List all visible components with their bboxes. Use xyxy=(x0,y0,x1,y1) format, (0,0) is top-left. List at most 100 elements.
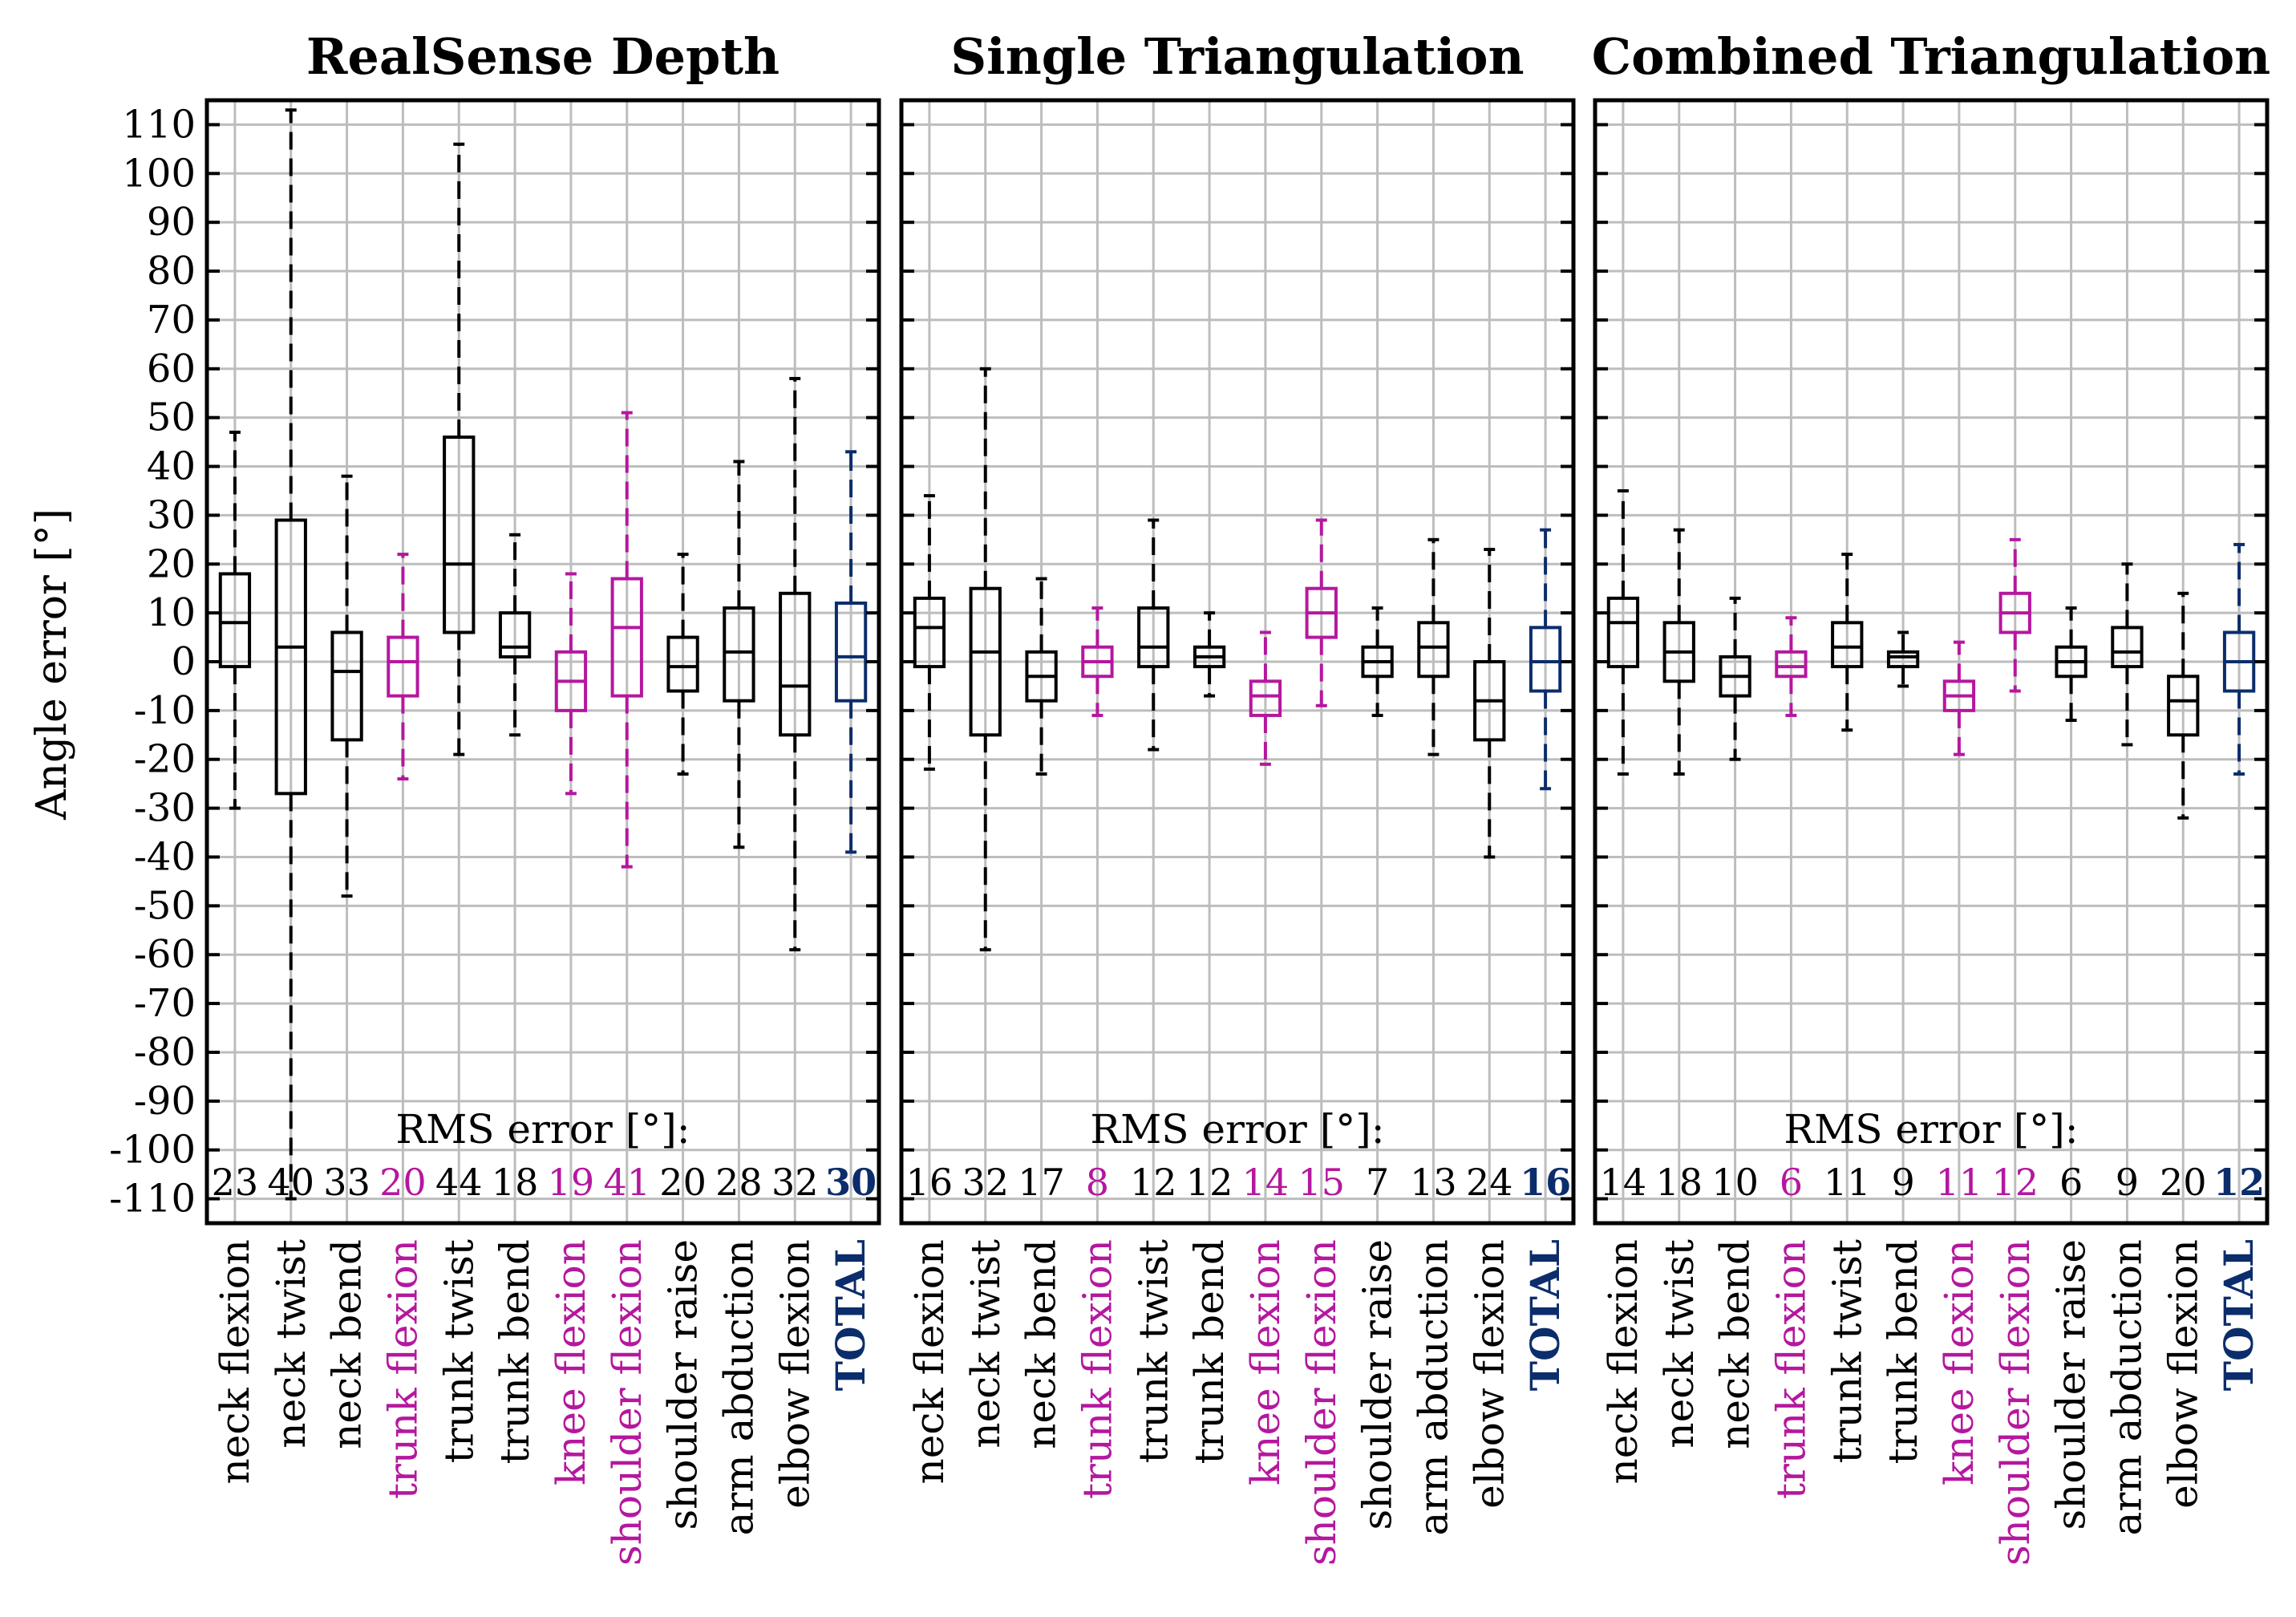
x-tick-label-neck-twist: neck twist xyxy=(962,1239,1009,1449)
iqr-box xyxy=(2167,675,2200,737)
y-ticks xyxy=(207,123,879,1201)
y-tick-label: -40 xyxy=(134,834,196,879)
x-tick-label-total: TOTAL xyxy=(1521,1239,1569,1391)
iqr-box xyxy=(274,518,307,796)
box-trunk-flexion xyxy=(1081,606,1114,717)
box-knee-flexion xyxy=(554,572,588,796)
x-tick-label-arm-abduction: arm abduction xyxy=(2104,1239,2150,1535)
rms-value-shoulder-raise: 20 xyxy=(659,1161,707,1204)
iqr-box xyxy=(834,601,868,703)
y-tick-label: -80 xyxy=(134,1030,196,1075)
x-tick-label-shoulder-raise: shoulder raise xyxy=(2048,1239,2095,1530)
x-tick-label-neck-flexion: neck flexion xyxy=(906,1239,953,1484)
iqr-box xyxy=(2111,626,2144,669)
rms-value-trunk-flexion: 8 xyxy=(1086,1161,1109,1204)
box-trunk-twist xyxy=(443,142,476,756)
panel-combined-triangulation: Combined Triangulation RMS error [°]: 14 18… xyxy=(1592,27,2271,1566)
y-tick-label: 0 xyxy=(171,639,196,684)
y-tick-label: -110 xyxy=(109,1177,196,1222)
box-shoulder-flexion xyxy=(610,411,643,869)
rms-value-shoulder-raise: 6 xyxy=(2059,1161,2083,1204)
box-arm-abduction xyxy=(723,460,755,849)
box-total xyxy=(1529,528,1562,791)
iqr-box xyxy=(779,591,812,737)
rms-value-arm-abduction: 28 xyxy=(715,1161,763,1204)
x-tick-label-trunk-flexion: trunk flexion xyxy=(1768,1239,1814,1499)
y-tick-label: 30 xyxy=(147,492,196,537)
rms-value-neck-twist: 40 xyxy=(267,1161,314,1204)
panel-title: Single Triangulation xyxy=(950,27,1524,86)
iqr-box xyxy=(1775,650,1808,679)
rms-value-total: 16 xyxy=(1520,1161,1571,1204)
rms-value-neck-flexion: 16 xyxy=(906,1161,954,1204)
box-trunk-bend xyxy=(1193,611,1226,698)
x-tick-label-trunk-twist: trunk twist xyxy=(435,1239,482,1463)
rms-value-shoulder-flexion: 12 xyxy=(1991,1161,2039,1204)
box-shoulder-raise xyxy=(666,553,699,776)
panel-title: RealSense Depth xyxy=(306,27,780,86)
box-neck-bend xyxy=(330,474,363,898)
y-tick-label: 90 xyxy=(147,200,196,245)
y-tick-label: 110 xyxy=(122,102,196,147)
rms-value-trunk-twist: 12 xyxy=(1130,1161,1177,1204)
y-tick-label: 100 xyxy=(122,151,196,196)
rms-value-shoulder-flexion: 41 xyxy=(603,1161,650,1204)
box-neck-flexion xyxy=(913,494,946,771)
x-tick-label-trunk-bend: trunk bend xyxy=(492,1239,538,1464)
box-total xyxy=(834,450,868,854)
iqr-box xyxy=(723,606,755,703)
rms-label: RMS error [°]: xyxy=(1784,1106,2078,1153)
iqr-box xyxy=(1831,621,1864,669)
y-tick-label: 60 xyxy=(147,346,196,391)
y-tick-label: -30 xyxy=(134,786,196,831)
box-neck-flexion xyxy=(1606,488,1640,776)
rms-label: RMS error [°]: xyxy=(1090,1106,1384,1153)
rms-value-elbow-flexion: 20 xyxy=(2160,1161,2207,1204)
box-trunk-twist xyxy=(1831,553,1864,732)
y-ticks xyxy=(901,123,1573,1201)
rms-label: RMS error [°]: xyxy=(395,1106,690,1153)
iqr-box xyxy=(1137,606,1170,669)
rms-value-trunk-bend: 9 xyxy=(1891,1161,1914,1204)
x-tick-label-arm-abduction: arm abduction xyxy=(715,1239,762,1535)
box-elbow-flexion xyxy=(1473,548,1506,859)
iqr-box xyxy=(1606,596,1640,669)
y-tick-label: 10 xyxy=(147,590,196,635)
x-tick-label-shoulder-flexion: shoulder flexion xyxy=(1992,1239,2039,1566)
iqr-box xyxy=(387,635,419,698)
rms-value-total: 30 xyxy=(825,1161,877,1204)
box-neck-bend xyxy=(1025,577,1058,776)
rms-value-trunk-bend: 12 xyxy=(1186,1161,1233,1204)
rms-value-trunk-flexion: 6 xyxy=(1780,1161,1803,1204)
x-tick-label-neck-bend: neck bend xyxy=(324,1239,371,1449)
iqr-box xyxy=(610,577,643,698)
box-knee-flexion xyxy=(1249,630,1282,766)
rms-value-trunk-flexion: 20 xyxy=(379,1161,427,1204)
iqr-box xyxy=(1249,679,1282,717)
rms-value-trunk-twist: 44 xyxy=(435,1161,483,1204)
rms-value-trunk-twist: 11 xyxy=(1824,1161,1871,1204)
y-tick-label: -50 xyxy=(134,883,196,928)
y-ticks xyxy=(1595,123,2267,1201)
y-axis-label: Angle error [°] xyxy=(28,509,76,821)
x-tick-label-shoulder-flexion: shoulder flexion xyxy=(1298,1239,1345,1566)
box-neck-twist xyxy=(969,367,1002,952)
iqr-box xyxy=(330,630,363,742)
iqr-box xyxy=(498,611,532,659)
x-tick-label-neck-twist: neck twist xyxy=(268,1239,314,1449)
rms-value-elbow-flexion: 32 xyxy=(771,1161,819,1204)
x-tick-label-neck-flexion: neck flexion xyxy=(1600,1239,1646,1484)
rms-value-knee-flexion: 19 xyxy=(548,1161,595,1204)
x-tick-label-trunk-flexion: trunk flexion xyxy=(379,1239,426,1499)
x-tick-label-neck-bend: neck bend xyxy=(1018,1239,1065,1449)
x-tick-label-total: TOTAL xyxy=(827,1239,874,1391)
rms-value-arm-abduction: 9 xyxy=(2116,1161,2139,1204)
rms-value-neck-twist: 32 xyxy=(962,1161,1009,1204)
x-tick-label-elbow-flexion: elbow flexion xyxy=(771,1239,818,1509)
y-tick-label: -20 xyxy=(134,737,196,782)
x-tick-label-neck-bend: neck bend xyxy=(1712,1239,1759,1449)
x-tick-label-trunk-twist: trunk twist xyxy=(1130,1239,1176,1463)
